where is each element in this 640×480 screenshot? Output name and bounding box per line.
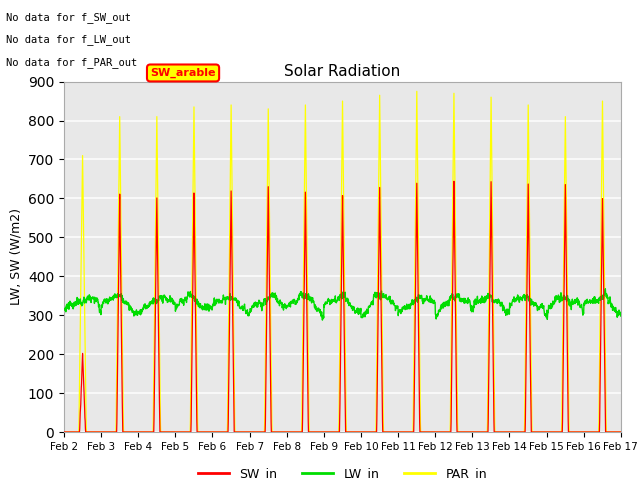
Text: No data for f_SW_out: No data for f_SW_out bbox=[6, 12, 131, 23]
Title: Solar Radiation: Solar Radiation bbox=[284, 64, 401, 79]
Text: No data for f_LW_out: No data for f_LW_out bbox=[6, 35, 131, 46]
Legend: SW_in, LW_in, PAR_in: SW_in, LW_in, PAR_in bbox=[193, 462, 492, 480]
Y-axis label: LW, SW (W/m2): LW, SW (W/m2) bbox=[10, 208, 22, 305]
Text: SW_arable: SW_arable bbox=[150, 68, 216, 78]
Text: No data for f_PAR_out: No data for f_PAR_out bbox=[6, 57, 138, 68]
